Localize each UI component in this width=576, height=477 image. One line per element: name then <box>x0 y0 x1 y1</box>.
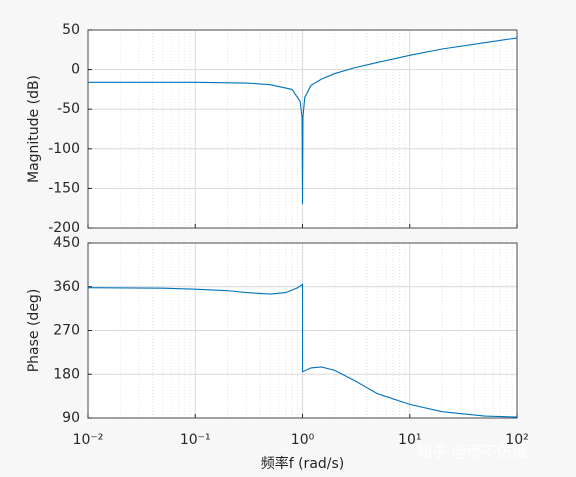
y-tick-label: 50 <box>62 22 80 38</box>
y-tick-label: 360 <box>53 279 80 295</box>
watermark: 知乎 @雨不仿徨 <box>417 443 527 461</box>
y-tick-label: 180 <box>53 366 80 382</box>
y-tick-label: 0 <box>71 62 80 78</box>
y-tick-label: -200 <box>48 220 80 236</box>
y-tick-label: 90 <box>62 410 80 426</box>
y-axis-label: Phase (deg) <box>26 289 42 373</box>
y-tick-label: -100 <box>48 141 80 157</box>
y-tick-label: -50 <box>57 101 80 117</box>
y-tick-label: 450 <box>53 235 80 251</box>
x-tick-label: 10⁻¹ <box>180 432 211 448</box>
line <box>87 282 518 418</box>
line <box>88 37 518 205</box>
axes-border <box>87 242 518 419</box>
y-tick-label: 270 <box>53 323 80 339</box>
x-tick-label: 10⁰ <box>291 432 315 448</box>
x-tick-label: 10¹ <box>398 432 421 448</box>
axes-border <box>87 29 518 229</box>
y-tick-label: -150 <box>48 180 80 196</box>
y-axis-label: Magnitude (dB) <box>26 75 42 183</box>
plots: -200 -150 -100 -50 0 50 Magnitude (dB) 10⁻² 10⁻¹… <box>26 22 529 472</box>
x-tick-label: 10⁻² <box>73 432 104 448</box>
x-tick-label: 10² <box>505 432 528 448</box>
x-axis-label: 频率f (rad/s) <box>261 455 345 472</box>
